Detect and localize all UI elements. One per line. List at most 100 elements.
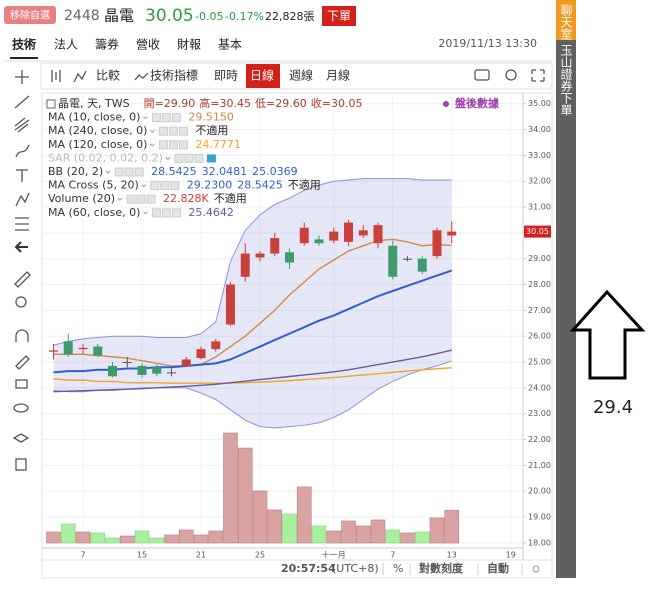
tab[interactable]: 基本 xyxy=(218,38,242,52)
legend-control[interactable] xyxy=(151,113,161,123)
toolbar-item[interactable]: 月線 xyxy=(326,68,350,83)
layers-tool[interactable] xyxy=(12,433,30,443)
candle-body xyxy=(240,253,250,277)
log-toggle[interactable]: 對數刻度 xyxy=(419,561,464,575)
legend-control[interactable] xyxy=(171,208,181,218)
fullscreen-icon[interactable] xyxy=(531,69,545,82)
legend-control[interactable] xyxy=(136,194,146,204)
tab[interactable]: 籌券 xyxy=(95,37,119,52)
legend-control[interactable] xyxy=(146,194,156,204)
volume-bar xyxy=(355,525,371,544)
y-tick-label: 18.00 xyxy=(528,538,551,547)
chat-tab[interactable] xyxy=(556,0,576,40)
legend-control[interactable] xyxy=(184,153,194,163)
legend-control[interactable] xyxy=(178,140,188,150)
side-strip xyxy=(556,0,576,578)
visibility-tool[interactable] xyxy=(13,403,29,413)
legend-caret xyxy=(143,116,148,120)
y-tick-label: 23.00 xyxy=(528,409,551,418)
toolbar-items: 比較 技術指標 即時 日線 週線 月線 xyxy=(96,64,350,88)
pattern-tool[interactable] xyxy=(15,192,30,207)
order-button[interactable] xyxy=(322,6,356,26)
toolbar xyxy=(40,62,553,90)
zoom-tool[interactable] xyxy=(15,296,27,308)
toolbar-item[interactable]: 即時 xyxy=(214,69,238,83)
legend-control[interactable] xyxy=(168,126,178,136)
y-tick-label: 27.00 xyxy=(528,306,551,315)
tab[interactable]: 技術 xyxy=(12,37,36,52)
magnet-tool[interactable] xyxy=(15,329,29,342)
legend-control[interactable] xyxy=(170,181,180,191)
status-settings[interactable] xyxy=(532,565,540,573)
legend-control[interactable] xyxy=(174,153,184,163)
candle-body xyxy=(314,239,324,244)
legend-control[interactable] xyxy=(161,208,171,218)
legend-control[interactable] xyxy=(114,167,124,177)
legend-control[interactable] xyxy=(171,113,181,123)
legend-control[interactable] xyxy=(178,126,188,136)
lock-draw-tool[interactable] xyxy=(15,355,30,370)
legend-value: 29.2300 xyxy=(187,179,233,192)
delete-tool[interactable] xyxy=(15,458,27,471)
legend-control[interactable] xyxy=(161,113,171,123)
legend-control[interactable] xyxy=(126,194,136,204)
tab[interactable]: 法人 xyxy=(54,38,78,52)
lock-tool[interactable] xyxy=(15,379,28,389)
x-tick-label: 15 xyxy=(137,551,147,560)
y-tick-label: 20.00 xyxy=(528,487,551,496)
candle-body xyxy=(152,367,162,374)
tab[interactable]: 營收 xyxy=(136,38,160,52)
legend-control[interactable] xyxy=(134,167,144,177)
volume-bar xyxy=(60,523,76,544)
legend-control[interactable] xyxy=(151,208,161,218)
legend-name: MA (10, close, 0) xyxy=(48,111,140,124)
toolbar-item[interactable]: 技術指標 xyxy=(150,68,198,83)
gann-tool[interactable] xyxy=(15,217,29,231)
volume-bar xyxy=(267,509,283,544)
legend-control[interactable] xyxy=(158,140,168,150)
fib-tool[interactable] xyxy=(14,117,30,133)
auto-toggle[interactable]: 自動 xyxy=(487,561,509,575)
ruler-tool[interactable] xyxy=(14,271,31,288)
legend-control[interactable] xyxy=(158,126,168,136)
tab[interactable]: 財報 xyxy=(177,37,201,52)
remove-watch-button[interactable] xyxy=(4,6,56,24)
toolbar-item[interactable]: 比較 xyxy=(96,68,120,83)
settings-icon[interactable] xyxy=(505,69,517,81)
volume-bar xyxy=(252,490,268,544)
legend-control[interactable] xyxy=(124,167,134,177)
legend-value: 29.5150 xyxy=(188,111,234,124)
camera-icon[interactable] xyxy=(474,69,490,81)
percent-toggle[interactable]: % xyxy=(393,562,403,575)
candle-body xyxy=(403,258,412,260)
legend-value: 32.0481 xyxy=(202,165,248,178)
compare-icon[interactable] xyxy=(73,70,87,83)
toolbar-item[interactable]: 週線 xyxy=(289,68,313,83)
remove-watch-label[interactable]: 移除自選 xyxy=(10,9,50,22)
brush-tool[interactable] xyxy=(15,144,30,158)
indicator-icon[interactable] xyxy=(134,72,149,81)
y-tick-label: 19.00 xyxy=(528,513,551,522)
x-tick-label: 21 xyxy=(196,551,206,560)
order-tab-label[interactable]: 玉山證券下單 xyxy=(559,44,573,116)
legend-control[interactable] xyxy=(150,181,160,191)
text-tool[interactable] xyxy=(16,169,28,182)
candle-body xyxy=(108,365,117,377)
back-tool[interactable] xyxy=(14,241,28,253)
legend-control[interactable] xyxy=(160,181,170,191)
chat-tab-label[interactable]: 聊天室 xyxy=(559,4,573,40)
candle-body xyxy=(270,238,280,254)
candle-body xyxy=(329,231,339,241)
candle-body xyxy=(358,230,368,236)
toolbar-item[interactable]: 日線 xyxy=(250,68,274,83)
x-tick-label: 19 xyxy=(506,551,516,560)
legend-control[interactable] xyxy=(194,153,204,163)
line-tool[interactable] xyxy=(14,95,30,109)
volume-bar xyxy=(341,520,356,544)
x-tick-label: 十一月 xyxy=(322,550,346,560)
order-label[interactable]: 下單 xyxy=(327,9,351,23)
crosshair-tool[interactable] xyxy=(15,70,29,84)
legend-control[interactable] xyxy=(168,140,178,150)
candle-icon[interactable] xyxy=(51,70,61,82)
